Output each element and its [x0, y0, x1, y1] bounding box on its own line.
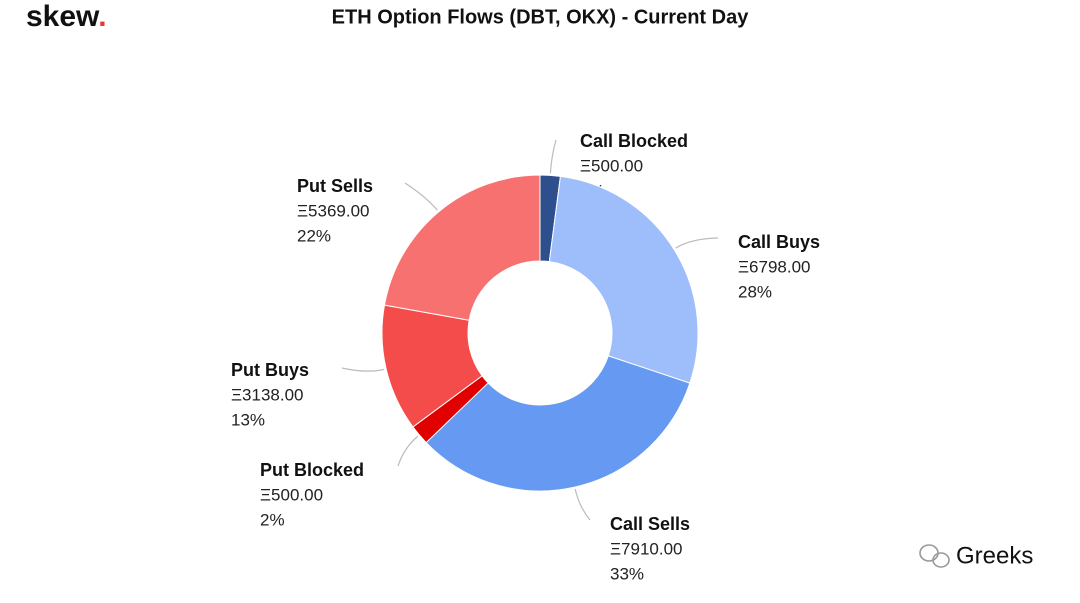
- slice-label: Put Blocked: [260, 460, 364, 480]
- value-label: Ξ7910.00: [610, 539, 683, 558]
- leader-line: [397, 435, 419, 467]
- leader-line: [341, 367, 385, 372]
- percent-label: 13%: [231, 410, 265, 429]
- leader-line: [549, 139, 557, 174]
- slice-label: Call Sells: [610, 514, 690, 534]
- percent-label: 28%: [738, 282, 772, 301]
- leader-line: [574, 488, 591, 521]
- donut-slice: [548, 175, 699, 384]
- leader-line: [675, 237, 719, 249]
- percent-label: 33%: [610, 564, 644, 583]
- value-label: Ξ500.00: [260, 485, 323, 504]
- chart-title: ETH Option Flows (DBT, OKX) - Current Da…: [332, 6, 750, 28]
- leader-line: [404, 182, 438, 211]
- percent-label: 22%: [297, 226, 331, 245]
- watermark: Greeks: [956, 542, 1033, 569]
- logo-text: skew: [26, 0, 100, 33]
- percent-label: 2%: [260, 510, 285, 529]
- value-label: Ξ500.00: [580, 156, 643, 175]
- donut-slice: [425, 355, 691, 492]
- value-label: Ξ5369.00: [297, 201, 370, 220]
- slice-label: Call Blocked: [580, 131, 688, 151]
- slice-label: Call Buys: [738, 232, 820, 252]
- logo-dot: .: [98, 0, 106, 33]
- slice-label: Put Sells: [297, 176, 373, 196]
- value-label: Ξ6798.00: [738, 257, 811, 276]
- donut-slice: [383, 174, 541, 321]
- logo: skew.: [26, 0, 107, 33]
- slice-label: Put Buys: [231, 360, 309, 380]
- watermark-icon: [919, 544, 950, 568]
- value-label: Ξ3138.00: [231, 385, 304, 404]
